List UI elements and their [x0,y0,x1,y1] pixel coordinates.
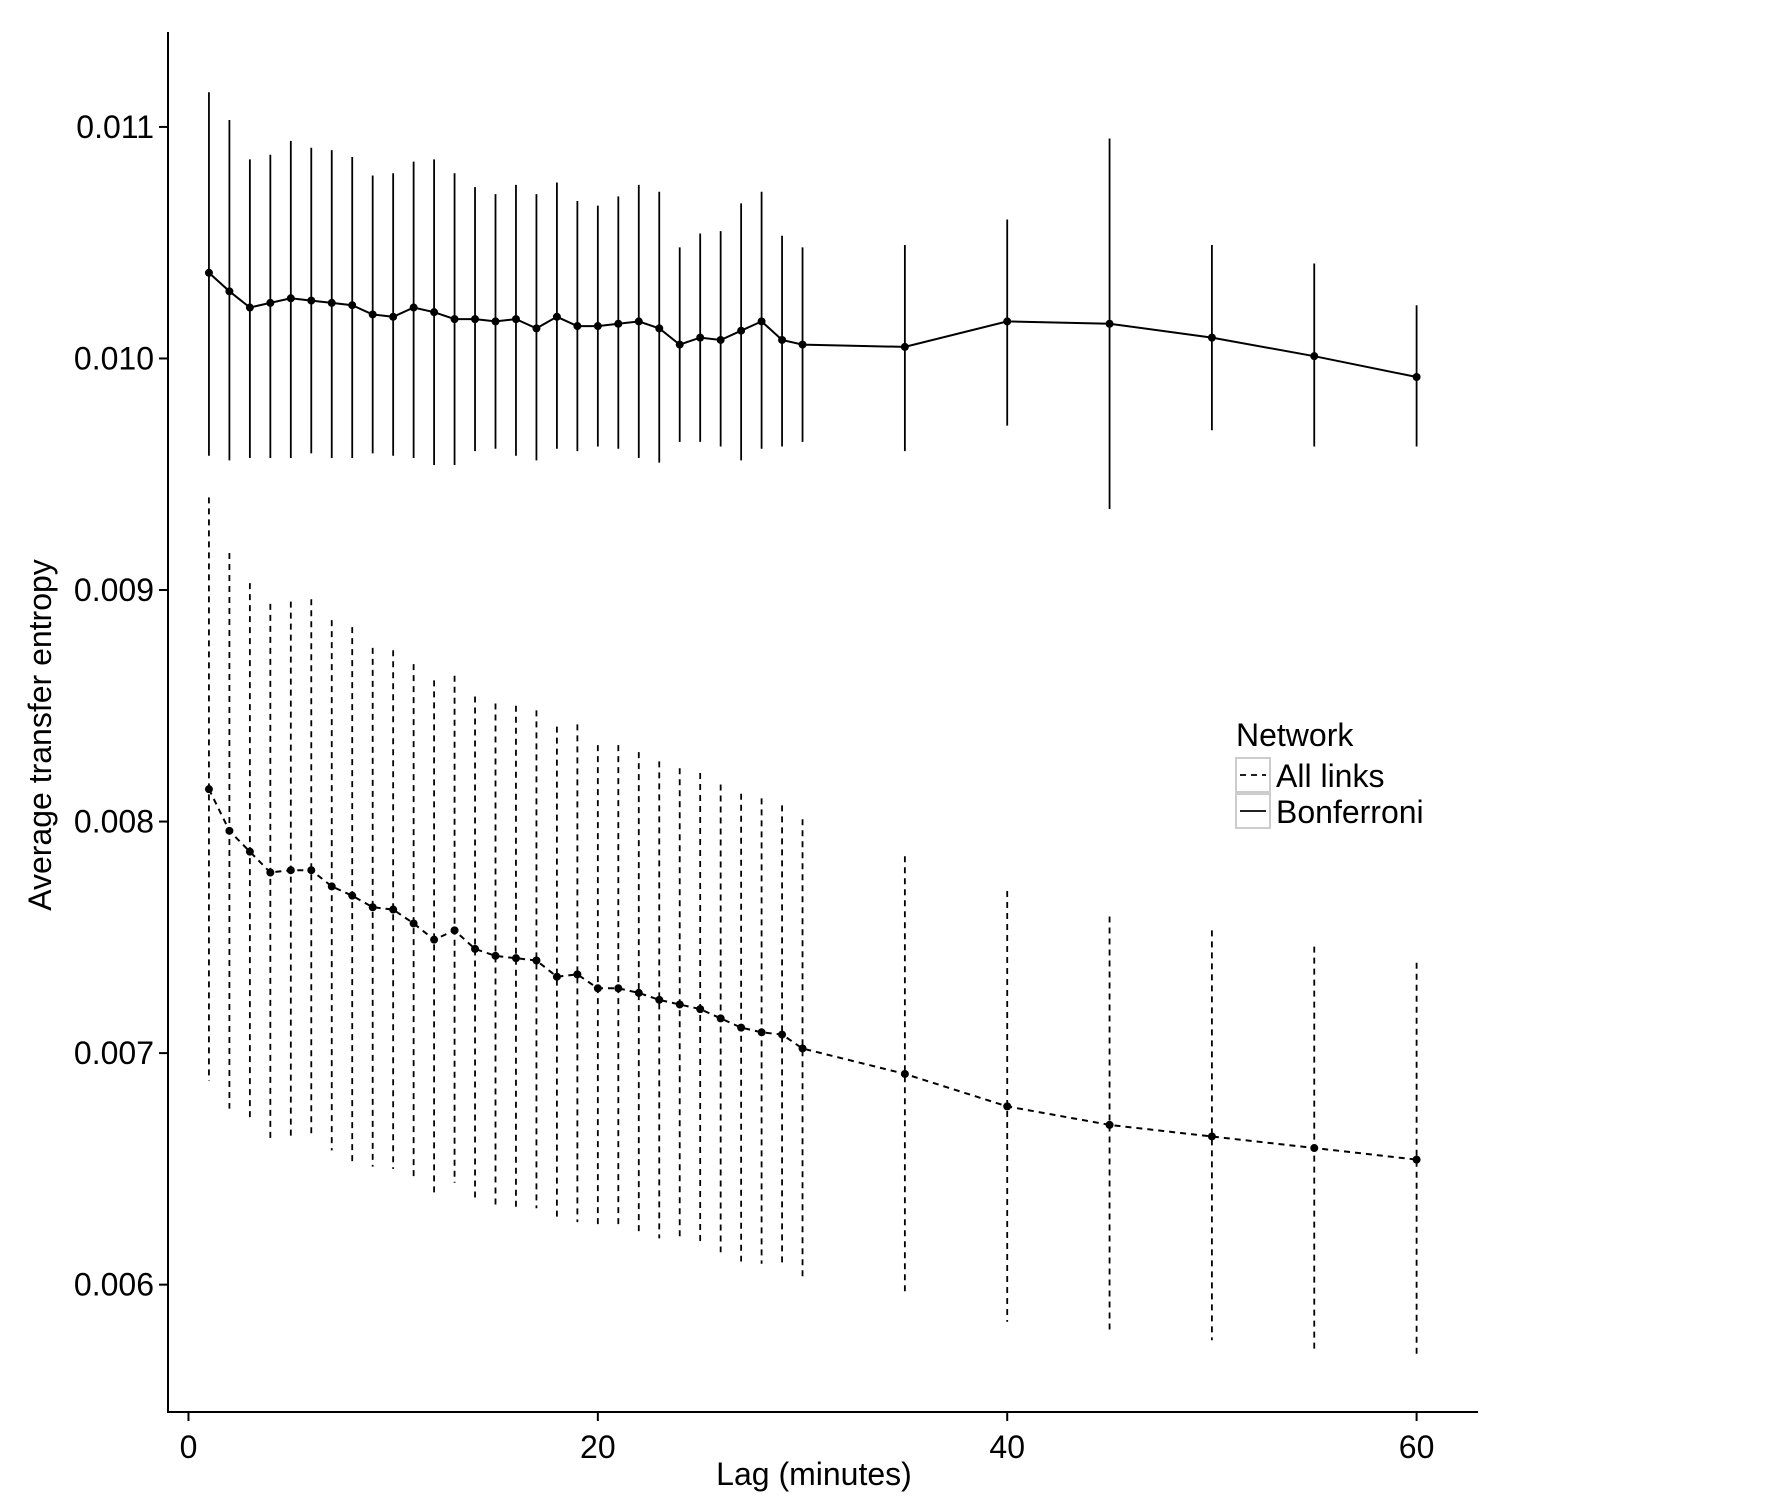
data-point-all-links [225,826,234,835]
data-point-all-links [1003,1102,1012,1111]
data-point-all-links [593,984,602,993]
data-point-all-links [327,882,336,891]
y-tick-label: 0.007 [74,1035,154,1071]
data-point-bonferroni [655,324,664,333]
data-point-all-links [655,995,664,1004]
data-point-all-links [1412,1155,1421,1164]
data-point-all-links [552,972,561,981]
data-point-all-links [409,919,418,928]
data-point-all-links [614,984,623,993]
plot-area [204,92,1421,1357]
y-tick-label: 0.009 [74,572,154,608]
data-point-all-links [471,944,480,953]
data-point-bonferroni [266,298,275,307]
data-point-all-links [532,956,541,965]
data-point-all-links [900,1069,909,1078]
data-point-bonferroni [204,268,213,277]
y-tick-label: 0.006 [74,1267,154,1303]
data-point-bonferroni [327,298,336,307]
series-line-bonferroni [208,272,1417,378]
data-point-bonferroni [491,317,500,326]
data-point-all-links [634,988,643,997]
legend: Network All links Bonferroni [1235,717,1424,830]
x-tick-label: 40 [989,1429,1025,1465]
legend-label-bonferroni: Bonferroni [1276,794,1424,830]
x-tick-label: 60 [1399,1429,1435,1465]
data-point-all-links [737,1023,746,1032]
data-point-all-links [368,903,377,912]
data-point-all-links [675,1000,684,1009]
legend-title: Network [1236,717,1354,753]
data-point-all-links [286,866,295,875]
data-point-all-links [204,785,213,794]
y-tick-label: 0.011 [76,109,154,145]
data-point-bonferroni [348,301,357,310]
data-point-all-links [307,866,316,875]
data-point-bonferroni [716,335,725,344]
data-point-all-links [511,954,520,963]
data-point-bonferroni [593,322,602,331]
x-tick-label: 20 [580,1429,616,1465]
y-tick-label: 0.008 [74,804,154,840]
data-point-bonferroni [634,317,643,326]
y-axis-title: Average transfer entropy [22,559,58,911]
data-point-all-links [389,905,398,914]
data-point-all-links [716,1014,725,1023]
data-point-all-links [778,1030,787,1039]
data-point-bonferroni [225,287,234,296]
data-point-all-links [798,1044,807,1053]
data-point-all-links [1105,1120,1114,1129]
data-point-bonferroni [1105,319,1114,328]
data-point-bonferroni [245,303,254,312]
data-point-all-links [450,926,459,935]
data-point-bonferroni [757,317,766,326]
data-point-all-links [245,847,254,856]
data-point-bonferroni [511,315,520,324]
data-point-bonferroni [532,324,541,333]
data-point-all-links [696,1005,705,1014]
legend-label-all-links: All links [1276,758,1384,794]
axes [159,32,1478,1421]
data-point-all-links [348,891,357,900]
data-point-bonferroni [1310,352,1319,361]
data-point-bonferroni [696,333,705,342]
data-point-bonferroni [307,296,316,305]
y-tick-label: 0.010 [74,340,154,376]
data-point-bonferroni [798,340,807,349]
x-axis-title: Lag (minutes) [716,1456,912,1492]
data-point-all-links [266,868,275,877]
data-point-all-links [1207,1132,1216,1141]
data-point-bonferroni [286,294,295,303]
data-point-bonferroni [1412,373,1421,381]
data-point-bonferroni [778,335,787,344]
data-point-all-links [573,970,582,979]
data-point-bonferroni [430,308,439,317]
data-point-all-links [491,951,500,960]
data-point-all-links [430,935,439,944]
x-tick-label: 0 [180,1429,198,1465]
data-point-bonferroni [573,322,582,331]
data-point-bonferroni [552,312,561,321]
data-point-bonferroni [1003,317,1012,326]
data-point-bonferroni [614,319,623,328]
data-point-bonferroni [1207,333,1216,342]
series-line-all-links [208,788,1417,1161]
data-point-bonferroni [900,342,909,351]
data-point-bonferroni [471,315,480,324]
data-point-bonferroni [389,312,398,321]
data-point-bonferroni [737,326,746,335]
data-point-bonferroni [368,310,377,319]
data-point-bonferroni [409,303,418,312]
data-point-all-links [1310,1144,1319,1153]
data-point-bonferroni [675,340,684,349]
data-point-bonferroni [450,315,459,324]
data-point-all-links [757,1028,766,1037]
